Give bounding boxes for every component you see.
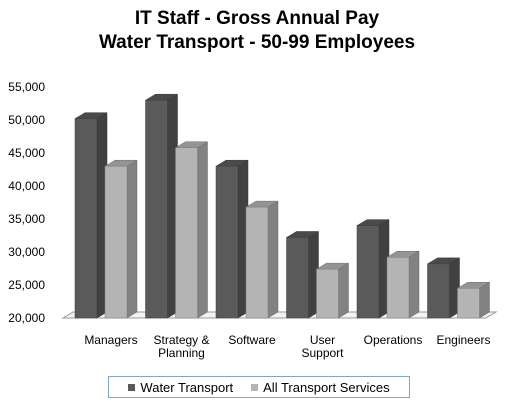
bar: [315, 262, 350, 319]
y-tick-label: 40,000: [8, 179, 45, 193]
x-tick-label: Managers: [84, 333, 137, 347]
bar: [356, 219, 390, 319]
legend-label-all-transport: All Transport Services: [263, 379, 390, 395]
chart-title: IT Staff - Gross Annual Pay: [134, 8, 380, 29]
x-tick-label: Strategy & Planning: [153, 333, 209, 360]
bar: [104, 159, 138, 319]
y-tick-label: 30,000: [8, 245, 45, 259]
legend-label-water-transport: Water Transport: [140, 379, 234, 395]
bar: [74, 112, 108, 319]
legend-item-water-transport: Water Transport: [128, 380, 233, 395]
bar: [174, 141, 209, 319]
legend-swatch-all-transport: [251, 383, 259, 391]
legend-swatch-water-transport: [128, 383, 136, 391]
bar: [144, 93, 179, 319]
y-tick-label: 55,000: [8, 80, 45, 94]
x-tick-label: Engineers: [436, 333, 490, 347]
chart-subtitle: Water Transport - 50-99 Employees: [98, 32, 416, 53]
bar: [215, 159, 249, 319]
x-tick-label: Software: [228, 333, 276, 347]
y-tick-label: 25,000: [8, 278, 45, 292]
y-tick-label: 50,000: [8, 113, 45, 127]
bar: [456, 281, 491, 319]
x-tick-label: Operations: [364, 333, 423, 347]
x-tick-label: User Support: [301, 333, 344, 360]
bar: [245, 200, 279, 319]
y-tick-label: 35,000: [8, 212, 45, 226]
legend: Water Transport All Transport Services: [108, 376, 410, 398]
legend-item-all-transport: All Transport Services: [251, 379, 390, 395]
y-tick-label: 20,000: [8, 311, 45, 325]
y-tick-label: 45,000: [8, 146, 45, 160]
bar: [426, 257, 461, 319]
bar: [386, 250, 420, 319]
bar: [285, 231, 320, 319]
